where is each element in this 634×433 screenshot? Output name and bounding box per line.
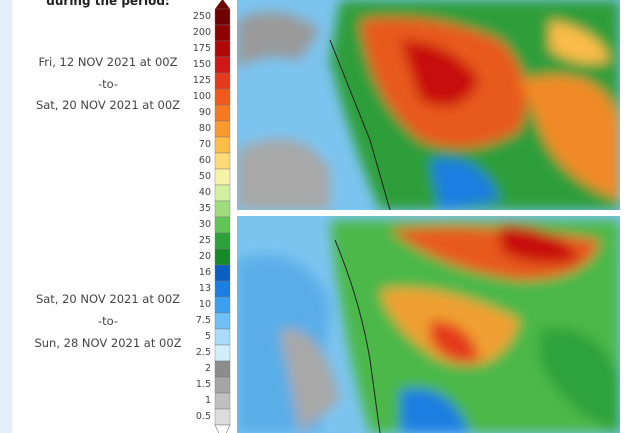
scale-swatch xyxy=(214,344,231,362)
scale-swatch xyxy=(214,248,231,266)
scale-label: 35 xyxy=(199,203,211,214)
scale-label: 70 xyxy=(199,139,211,150)
scale-swatch xyxy=(214,168,231,186)
scale-label: 0.5 xyxy=(196,411,211,422)
scale-label: 40 xyxy=(199,187,211,198)
scale-swatch xyxy=(214,120,231,138)
scale-swatch xyxy=(214,200,231,218)
scale-swatch xyxy=(214,264,231,282)
scale-arrow xyxy=(215,0,230,9)
period-start: Sat, 20 NOV 2021 at 00Z xyxy=(35,292,181,306)
map-top xyxy=(237,0,620,210)
color-scale: 2502001751501251009080706050403530252016… xyxy=(193,0,231,433)
scale-swatch xyxy=(214,56,231,74)
scale-arrow xyxy=(214,424,231,433)
scale-label: 2.5 xyxy=(196,347,211,358)
scale-swatch xyxy=(214,392,231,410)
scale-label: 250 xyxy=(193,11,211,22)
period-end: Sun, 28 NOV 2021 at 00Z xyxy=(34,336,182,350)
scale-swatch xyxy=(214,72,231,90)
scale-label: 90 xyxy=(199,107,211,118)
scale-label: 25 xyxy=(199,235,211,246)
scale-label: 2 xyxy=(205,363,211,374)
scale-swatch xyxy=(214,88,231,106)
scale-swatch xyxy=(214,312,231,330)
scale-swatch xyxy=(214,296,231,314)
scale-swatch xyxy=(214,280,231,298)
scale-label: 1 xyxy=(205,395,211,406)
scale-label: 10 xyxy=(199,299,211,310)
scale-label: 1.5 xyxy=(196,379,211,390)
scale-label: 60 xyxy=(199,155,211,166)
scale-swatch xyxy=(214,216,231,234)
scale-swatch xyxy=(214,24,231,42)
scale-label: 5 xyxy=(205,331,211,342)
scale-label: 175 xyxy=(193,43,211,54)
scale-label: 13 xyxy=(199,283,211,294)
scale-swatch xyxy=(214,152,231,170)
scale-label: 100 xyxy=(193,91,211,102)
scale-swatch xyxy=(214,184,231,202)
scale-swatch xyxy=(214,328,231,346)
scale-label: 150 xyxy=(193,59,211,70)
scale-swatch xyxy=(214,232,231,250)
scale-swatch xyxy=(214,136,231,154)
scale-label: 16 xyxy=(199,267,211,278)
scale-label: 200 xyxy=(193,27,211,38)
map-bottom xyxy=(237,216,620,433)
scale-swatch xyxy=(214,376,231,394)
scale-swatch xyxy=(214,360,231,378)
period-end: Sat, 20 NOV 2021 at 00Z xyxy=(35,98,181,112)
period-start: Fri, 12 NOV 2021 at 00Z xyxy=(38,55,178,69)
scale-label: 125 xyxy=(193,75,211,86)
scale-label: 7.5 xyxy=(196,315,211,326)
scale-label: 30 xyxy=(199,219,211,230)
scale-label: 50 xyxy=(199,171,211,182)
scale-swatch xyxy=(214,408,231,426)
scale-swatch xyxy=(214,8,231,26)
heading: during the period: xyxy=(46,0,170,8)
period-separator: -to- xyxy=(97,77,119,91)
period-separator: -to- xyxy=(97,314,119,328)
scale-label: 80 xyxy=(199,123,211,134)
scale-swatch xyxy=(214,40,231,58)
scale-swatch xyxy=(214,104,231,122)
scale-label: 20 xyxy=(199,251,211,262)
